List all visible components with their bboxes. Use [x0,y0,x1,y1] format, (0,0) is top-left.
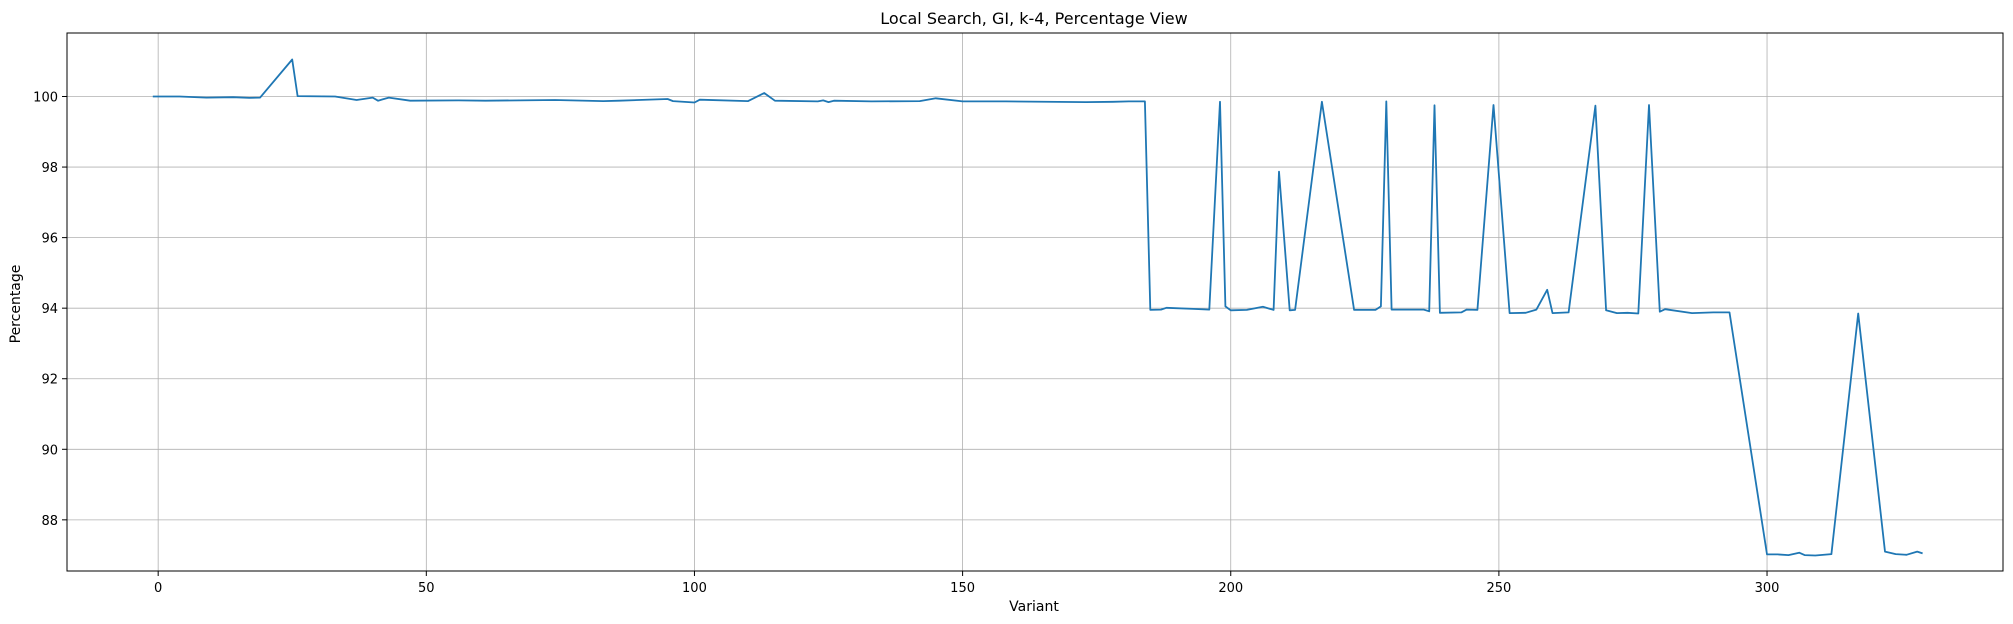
series-line [152,58,1923,557]
y-axis-ticks: 88 90 92 94 96 98 100 [33,91,67,529]
x-tick-label: 200 [1218,581,1243,596]
x-tick-label: 150 [950,581,975,596]
x-axis-ticks: 0 50 100 150 200 250 300 [154,571,1779,596]
x-tick-label: 50 [418,581,435,596]
plot-frame [66,32,2004,572]
y-tick-label: 100 [33,91,58,106]
y-tick-label: 88 [41,514,58,529]
y-tick-label: 96 [41,232,58,247]
x-tick-label: 250 [1486,581,1511,596]
chart-title: Local Search, GI, k-4, Percentage View [880,9,1187,28]
x-axis-label: Variant [1009,599,1059,615]
y-axis-label: Percentage [8,265,24,344]
y-tick-label: 98 [41,161,58,176]
y-tick-label: 92 [41,373,58,388]
y-tick-label: 94 [41,302,58,317]
x-tick-label: 300 [1755,581,1780,596]
x-tick-label: 0 [154,581,162,596]
grid-lines [67,33,2003,571]
x-tick-label: 100 [682,581,707,596]
y-tick-label: 90 [41,443,58,458]
series-layer [152,58,1923,557]
